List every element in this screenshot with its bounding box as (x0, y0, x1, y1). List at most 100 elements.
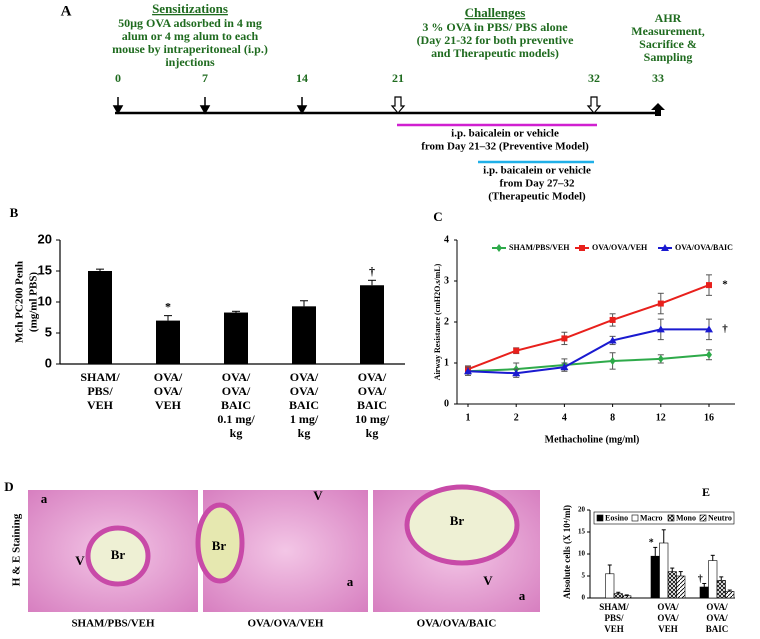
data-point (608, 336, 617, 344)
section-text: and Therapeutic models) (431, 46, 559, 60)
section-text: Sampling (644, 50, 693, 64)
y-tick-label: 15 (578, 528, 586, 536)
section-text: alum or 4 mg alum to each (122, 29, 259, 43)
x-tick-label: OVA/ (706, 602, 728, 612)
day-label: 33 (652, 71, 664, 85)
significance-mark: * (649, 538, 654, 549)
bar (650, 555, 660, 599)
panel-label: C (433, 209, 442, 224)
bar (622, 595, 632, 599)
histology-label: a (41, 491, 48, 506)
x-tick-label: BAIC (289, 398, 319, 412)
significance-mark: † (698, 574, 703, 585)
period-text: from Day 21–32 (Preventive Model) (421, 141, 589, 153)
bar (613, 593, 623, 599)
bar (360, 285, 384, 364)
airway-lumen (404, 484, 520, 566)
bar (224, 312, 248, 364)
x-tick-label: PBS/ (87, 384, 113, 398)
x-tick-label: OVA/ (706, 613, 728, 623)
legend-box (593, 511, 735, 525)
section-text: injections (165, 55, 215, 69)
panel-label: E (702, 485, 710, 499)
timeline (112, 96, 665, 164)
period-text: i.p. baicalein or vehicle (451, 128, 559, 140)
y-tick-label: 20 (578, 506, 586, 514)
x-tick-label: OVA/ (657, 613, 679, 623)
data-point (657, 300, 664, 307)
histology-label: V (75, 553, 85, 568)
bar (292, 306, 316, 364)
section-text: 3 % OVA in PBS/ PBS alone (422, 20, 568, 34)
x-tick-label: 8 (610, 412, 615, 423)
y-tick-label: 0 (582, 594, 586, 602)
section-text: Sacrifice & (639, 37, 697, 51)
y-tick-label: 20 (38, 231, 52, 246)
x-tick-label: kg (366, 426, 379, 440)
histology-label: V (483, 573, 493, 588)
data-point (609, 316, 616, 323)
histology-label: Br (111, 547, 126, 562)
y-tick-label: 3 (444, 275, 449, 286)
histology-caption: OVA/OVA/BAIC (417, 618, 497, 630)
data-point (464, 367, 472, 375)
panel-label: B (10, 205, 19, 220)
y-axis-label: Airway Resistance (cmH2O.s/mL) (433, 263, 442, 380)
day-label: 32 (588, 71, 600, 85)
x-tick-label: 2 (514, 412, 519, 423)
section-text: Measurement, (631, 24, 704, 38)
legend-label: Macro (640, 513, 663, 522)
legend-label: Neutro (708, 513, 732, 522)
x-tick-label: SHAM/ (599, 602, 629, 612)
legend-label: OVA/OVA/BAIC (675, 243, 733, 252)
bar (605, 573, 615, 599)
histology-label: V (313, 488, 323, 503)
significance-mark: † (722, 323, 728, 335)
legend-swatch (631, 514, 639, 522)
data-point (705, 325, 713, 333)
x-tick-label: PBS/ (604, 613, 624, 623)
x-tick-label: 10 mg/ (355, 412, 390, 426)
x-tick-label: OVA/ (290, 384, 319, 398)
data-point (513, 347, 520, 354)
challenge-arrows (390, 96, 602, 114)
day-label: 7 (202, 71, 208, 85)
x-tick-label: BAIC (357, 398, 387, 412)
data-point (706, 350, 712, 359)
series-line (467, 284, 710, 371)
significance-mark: * (722, 279, 728, 291)
measurement-arrow (651, 103, 665, 116)
x-tick-label: VEH (604, 624, 624, 634)
x-tick-label: OVA/ (657, 602, 679, 612)
data-point (657, 354, 664, 363)
data-point (609, 356, 616, 365)
y-axis-label: Mch PC200 Penh (14, 261, 26, 343)
x-tick-label: OVA/ (222, 384, 251, 398)
y-axis-label: (mg/ml PBS) (28, 272, 40, 333)
section-text: (Day 21-32 for both preventive (417, 33, 575, 47)
y-tick-label: 5 (582, 572, 586, 580)
bar (708, 560, 718, 599)
y-tick-label: 0 (45, 355, 52, 370)
legend-swatch (667, 514, 675, 522)
x-tick-label: OVA/ (222, 370, 251, 384)
stain-label: H & E Staining (11, 513, 23, 586)
legend-marker (661, 244, 669, 251)
significance-mark: * (165, 299, 171, 313)
x-tick-label: VEH (87, 398, 114, 412)
x-tick-label: SHAM/ (80, 370, 120, 384)
legend-marker (496, 244, 502, 252)
x-tick-label: 4 (562, 412, 567, 423)
x-tick-label: kg (298, 426, 311, 440)
bar (156, 320, 180, 364)
x-tick-label: 1 (466, 412, 471, 423)
bar (667, 571, 677, 599)
section-text: 50µg OVA adsorbed in 4 mg (118, 16, 262, 30)
x-tick-label: BAIC (706, 624, 729, 634)
data-point (512, 369, 521, 377)
data-point (561, 335, 568, 342)
airway-lumen (195, 502, 245, 584)
x-tick-label: BAIC (221, 398, 251, 412)
series-line (467, 353, 710, 373)
x-axis-label: Methacholine (mg/ml) (545, 434, 640, 445)
